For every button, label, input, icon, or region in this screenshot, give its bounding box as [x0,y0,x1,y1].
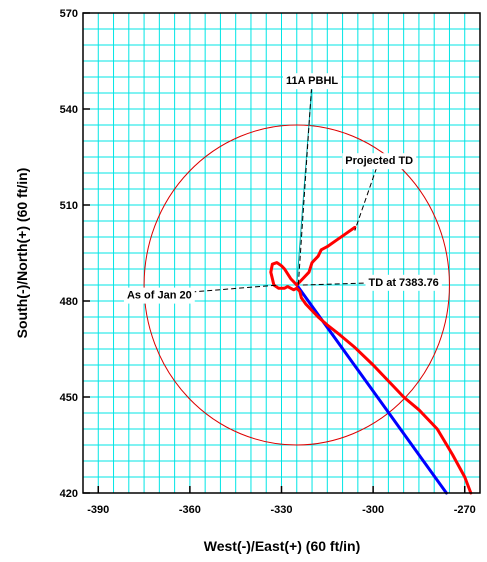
x-tick-label: -360 [179,504,201,516]
annotation-label: 11A PBHL [286,75,338,87]
annotation-label-background [342,153,417,170]
y-tick-label: 510 [60,200,78,212]
x-tick-label: -300 [362,504,384,516]
y-tick-label: 450 [60,392,78,404]
axis-ticks: -390 -360 -330 -300 -270 420 450 480 510 540 570 [60,8,476,516]
series-line-2 [295,225,357,287]
y-tick-label: 540 [60,104,78,116]
annotation-label-background [365,274,442,291]
series-line-3 [269,261,473,495]
annotation-label: As of Jan 20 [127,290,192,302]
annotations: 11A PBHL Projected TD As of Jan 20 TD at 73… [123,73,442,304]
x-tick-label: -330 [270,504,292,516]
annotation-leader [297,80,313,286]
annotation-leader [354,160,380,231]
target-circle [143,124,450,446]
y-tick-label: 480 [60,296,78,308]
annotation-label-background [282,73,342,90]
x-axis-title: West(-)/East(+) (60 ft/in) [204,538,360,554]
y-axis-title: South(-)/North(+) (60 ft/in) [14,168,30,339]
y-tick-label: 570 [60,8,78,20]
annotation-label-background [123,287,195,304]
annotation-label: Projected TD [345,155,413,167]
x-tick-label: -270 [454,504,476,516]
x-tick-label: -390 [87,504,109,516]
y-tick-label: 420 [60,488,78,500]
annotation-label: TD at 7383.76 [368,277,438,289]
